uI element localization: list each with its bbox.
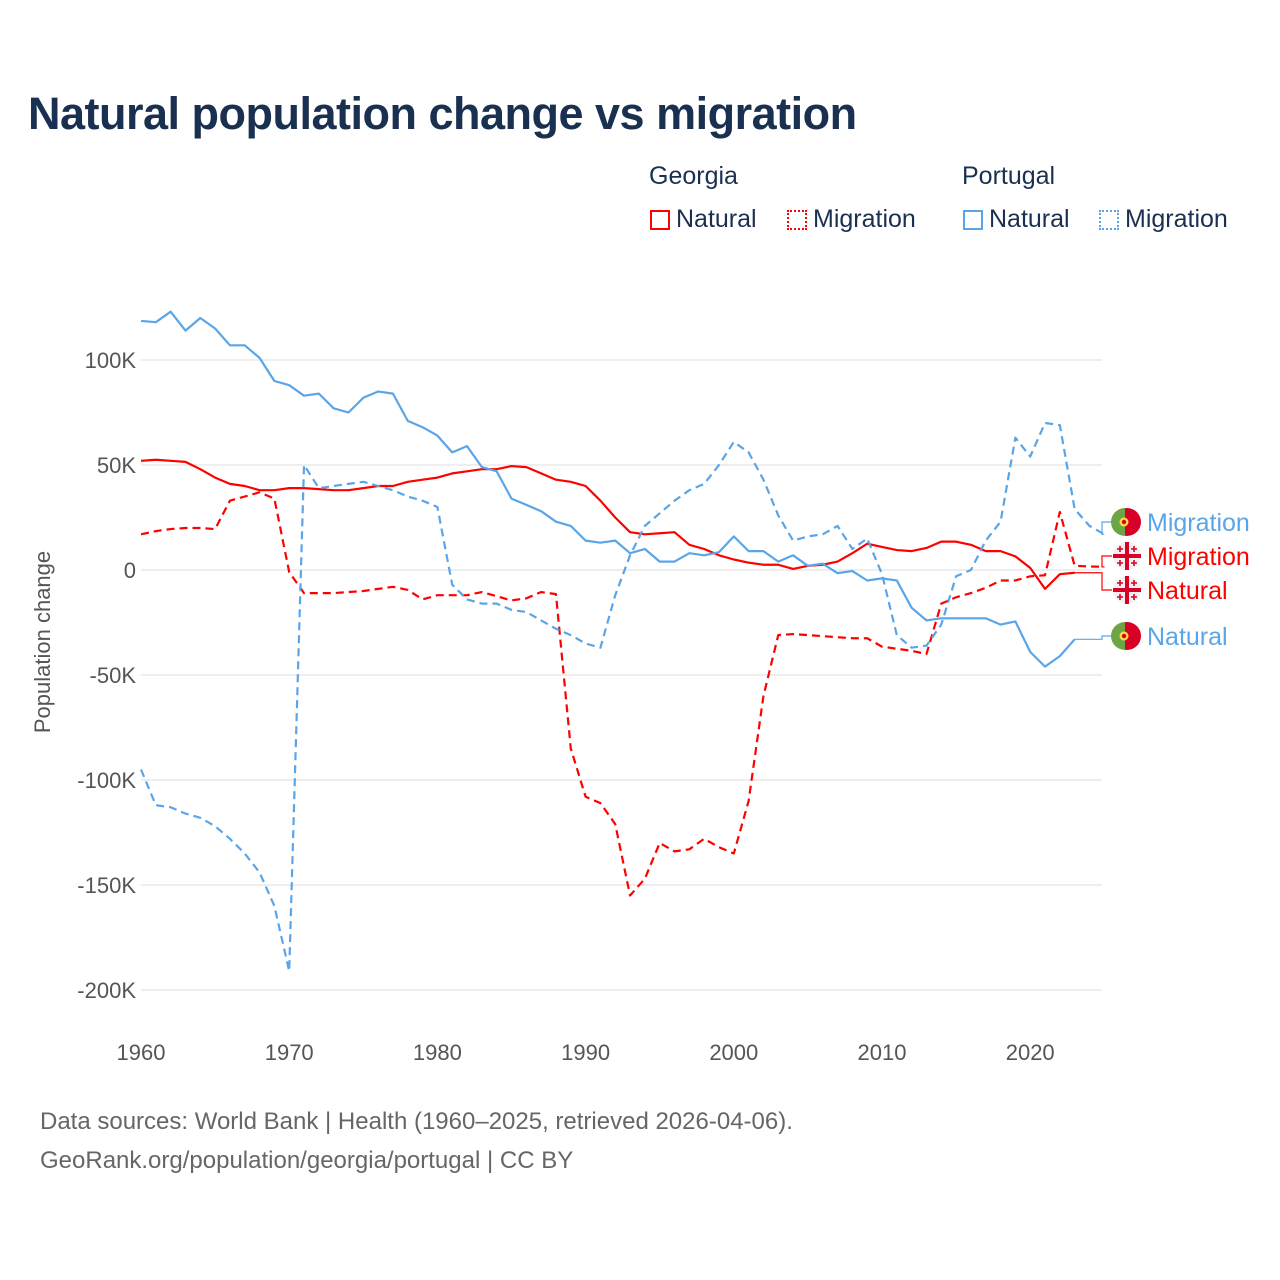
y-tick-label: 0 xyxy=(124,558,136,583)
label-connector xyxy=(1074,572,1112,591)
legend-georgia-natural[interactable]: Natural xyxy=(650,205,757,234)
end-label-georgia: Natural xyxy=(1147,577,1228,605)
x-tick-label: 1990 xyxy=(561,1040,610,1065)
footer-sources: Data sources: World Bank | Health (1960–… xyxy=(40,1108,793,1135)
georgia-flag-icon xyxy=(1113,576,1141,604)
x-tick-label: 2000 xyxy=(709,1040,758,1065)
end-label-portugal: Natural xyxy=(1147,623,1228,651)
label-connector xyxy=(1074,635,1112,640)
series-line-georgia-natural[interactable] xyxy=(140,458,1075,591)
series-line-georgia-migration[interactable] xyxy=(140,491,1105,897)
end-label-georgia: Migration xyxy=(1147,543,1250,571)
label-connector xyxy=(1101,521,1112,535)
legend-swatch-dotted-red xyxy=(787,209,807,230)
x-tick-label: 2010 xyxy=(858,1040,907,1065)
end-label-portugal: Migration xyxy=(1147,509,1250,537)
y-tick-label: -100K xyxy=(77,768,136,793)
footer-link[interactable]: GeoRank.org/population/georgia/portugal … xyxy=(40,1147,574,1174)
legend-label: Natural xyxy=(989,205,1070,233)
x-tick-label: 1980 xyxy=(413,1040,462,1065)
legend-swatch-solid-red xyxy=(650,209,670,230)
legend-group-portugal: Portugal xyxy=(962,162,1056,190)
chart-title: Natural population change vs migration xyxy=(28,88,857,139)
legend-swatch-solid-blue xyxy=(963,209,983,230)
legend-portugal-migration[interactable]: Migration xyxy=(1099,205,1228,234)
y-tick-label: -150K xyxy=(77,873,136,898)
legend-group-georgia: Georgia xyxy=(649,162,738,190)
legend-label: Natural xyxy=(676,205,757,233)
portugal-flag-icon xyxy=(1111,622,1141,650)
portugal-flag-icon xyxy=(1111,508,1141,536)
y-tick-label: -50K xyxy=(90,663,137,688)
y-tick-label: 50K xyxy=(97,453,136,478)
legend-label: Migration xyxy=(1125,205,1228,233)
y-tick-label: 100K xyxy=(85,348,137,373)
x-tick-label: 2020 xyxy=(1006,1040,1055,1065)
georgia-flag-icon xyxy=(1113,542,1141,570)
y-axis-label: Population change xyxy=(30,551,55,733)
label-connector xyxy=(1101,555,1112,568)
x-tick-label: 1960 xyxy=(117,1040,166,1065)
legend-georgia-migration[interactable]: Migration xyxy=(787,205,916,234)
legend-swatch-dotted-blue xyxy=(1099,209,1119,230)
legend-portugal-natural[interactable]: Natural xyxy=(963,205,1070,234)
series-line-portugal-natural[interactable] xyxy=(140,310,1076,668)
series-line-portugal-migration[interactable] xyxy=(139,421,1105,973)
x-tick-label: 1970 xyxy=(265,1040,314,1065)
legend-label: Migration xyxy=(813,205,916,233)
y-tick-label: -200K xyxy=(77,978,136,1003)
